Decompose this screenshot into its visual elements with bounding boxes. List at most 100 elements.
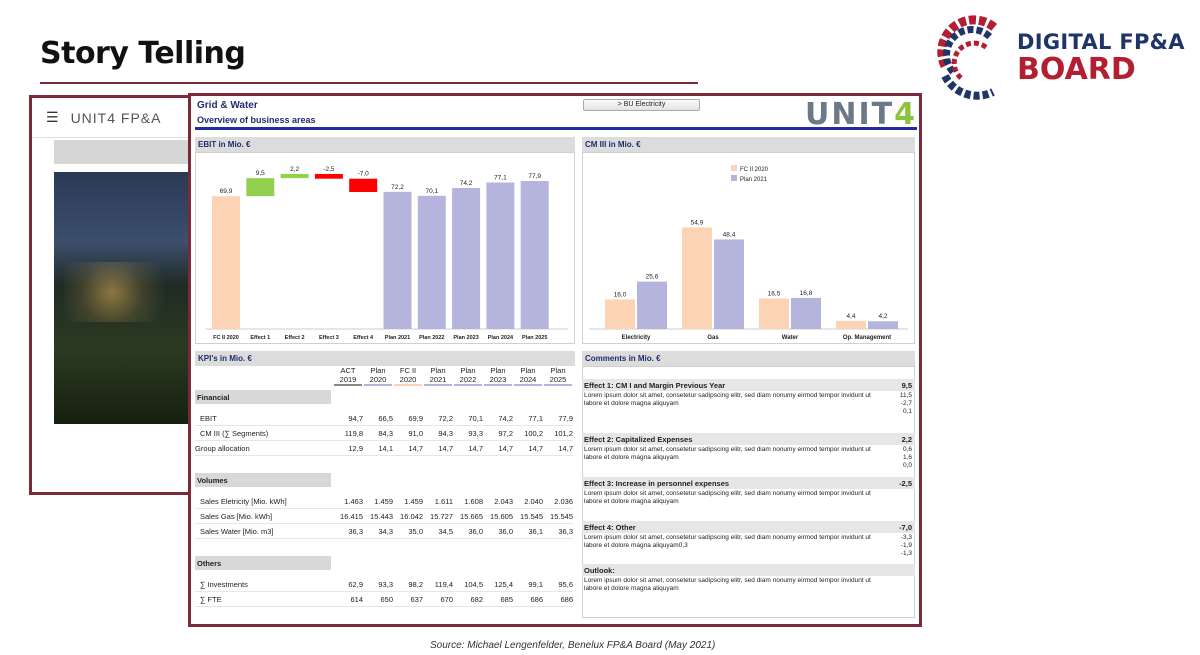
comment-breakdown-value: 0,6 (902, 446, 912, 453)
kpi-section-header: Others (195, 556, 331, 570)
kpi-cell: 125,4 (494, 580, 513, 589)
kpi-row: EBIT 94,7 66,5 69,9 72,2 70,1 74,2 77,1 77,9 (195, 412, 573, 426)
kpi-column-underline (394, 384, 422, 386)
hamburger-menu-icon[interactable]: ☰ (46, 109, 59, 125)
kpi-cell: 91,0 (408, 429, 423, 438)
cm-data-label: 16,0 (614, 291, 627, 298)
kpi-row-label: Sales Gas [Mio. kWh] (200, 512, 273, 521)
dashboard-subtitle: Overview of business areas (197, 115, 316, 125)
cm-category-label: Electricity (622, 335, 651, 341)
kpi-cell: 1.611 (434, 497, 453, 506)
kpi-cell: 94,7 (348, 414, 363, 423)
cm-data-label: 4,4 (846, 313, 855, 320)
logo-text-line2: BOARD (1017, 52, 1136, 87)
comment-title: Outlook: (584, 566, 615, 575)
cm-bar (791, 297, 821, 329)
kpi-row-label: ∑ FTE (200, 595, 222, 604)
kpi-cell: 72,2 (438, 414, 453, 423)
kpi-cell: 93,3 (468, 429, 483, 438)
kpi-cell: 2.043 (494, 497, 513, 506)
kpi-cell: 70,1 (468, 414, 483, 423)
kpi-row-label: Sales Eletricity [Mio. kWh] (200, 497, 287, 506)
comment-block: Effect 3: Increase in personnel expenses… (582, 477, 915, 505)
kpi-column-underline (544, 384, 572, 386)
cm-bar (682, 227, 712, 329)
ebit-category-label: Effect 2 (285, 335, 305, 341)
kpi-cell: 15.443 (370, 512, 393, 521)
kpi-cell: 15.545 (520, 512, 543, 521)
kpi-cell: 14,7 (408, 444, 423, 453)
comment-body-text: Lorem ipsum dolor sit amet, consetetur s… (584, 490, 871, 505)
kpi-cell: 15.605 (490, 512, 513, 521)
kpi-cell: 650 (380, 595, 393, 604)
kpi-column-underline (364, 384, 392, 386)
kpi-cell: 686 (560, 595, 573, 604)
app-brand: UNIT4 FP&A (70, 109, 162, 126)
kpi-cell: 614 (350, 595, 363, 604)
cm-bar (836, 320, 866, 329)
unit4-logo: UNIT4 (805, 97, 917, 132)
ebit-data-label: 77,9 (528, 173, 541, 180)
kpi-row: Sales Water [Mio. m3] 36,3 34,3 35,0 34,5 36,… (195, 525, 573, 539)
legend-label: Plan 2021 (740, 177, 768, 183)
kpi-row: Sales Gas [Mio. kWh] 16.415 15.443 16.042 15… (195, 510, 573, 524)
comment-text: Lorem ipsum dolor sit amet, consetetur s… (582, 445, 915, 469)
app-toolbar-placeholder (54, 140, 194, 164)
kpi-column-header-line2: 2022 (459, 375, 477, 384)
kpi-column-underline (484, 384, 512, 386)
kpi-cell: 14,7 (498, 444, 513, 453)
ebit-bar (383, 191, 412, 329)
kpi-column-header-line2: 2021 (429, 375, 447, 384)
cm-chart-panel: FC II 2020 Plan 2021 16,0 25,6 Electricity 54… (582, 152, 915, 344)
kpi-cell: 637 (410, 595, 423, 604)
kpi-cell: 14,7 (438, 444, 453, 453)
kpi-cell: 36,3 (558, 527, 573, 536)
logo-text-line1: DIGITAL FP&A (1017, 30, 1185, 54)
comment-total: 2,2 (901, 435, 912, 444)
comment-breakdown-value: 0,1 (902, 408, 912, 415)
comment-breakdown: -3,3 -1,9 -1,3 (901, 534, 912, 558)
unit4-app-window: ☰ UNIT4 FP&A (29, 95, 209, 495)
comment-block: Effect 4: Other -7,0 Lorem ipsum dolor sit… (582, 521, 915, 557)
comment-breakdown-value: 11,5 (899, 392, 912, 399)
comment-title: Effect 2: Capitalized Expenses (584, 435, 693, 444)
kpi-panel-header: KPI's in Mio. € (195, 351, 575, 366)
comment-block: Effect 2: Capitalized Expenses 2,2 Lorem i… (582, 433, 915, 469)
kpi-cell: 36,0 (498, 527, 513, 536)
kpi-cell: 2.036 (554, 497, 573, 506)
kpi-cell: 36,3 (348, 527, 363, 536)
ebit-category-label: Effect 1 (250, 335, 270, 341)
comment-breakdown-value: -2,7 (900, 400, 912, 407)
kpi-cell: 94,3 (438, 429, 453, 438)
cm-grouped-bar-chart: FC II 2020 Plan 2021 16,0 25,6 Electricity 54… (589, 165, 908, 341)
kpi-section-header: Financial (195, 390, 331, 404)
kpi-column-header: Plan 2022 (453, 366, 483, 384)
kpi-column-header-line1: Plan (490, 366, 506, 375)
kpi-row: ∑ Investments 62,9 93,3 98,2 119,4 104,5 125,4… (195, 578, 573, 592)
title-divider (40, 82, 698, 84)
bu-electricity-button[interactable]: > BU Electricity (583, 99, 700, 111)
kpi-column-header-line1: Plan (520, 366, 536, 375)
kpi-cell: 95,6 (558, 580, 573, 589)
ebit-data-label: 69,9 (220, 188, 233, 195)
comment-header: Effect 1: CM I and Margin Previous Year 9… (582, 379, 915, 391)
comment-text: Lorem ipsum dolor sit amet, consetetur s… (582, 576, 915, 592)
comment-total: -7,0 (899, 523, 912, 532)
comment-breakdown: 11,5 -2,7 0,1 (900, 392, 912, 416)
kpi-column-underline (514, 384, 542, 386)
dashboard-title: Grid & Water (197, 100, 258, 111)
comment-header: Effect 3: Increase in personnel expenses… (582, 477, 915, 489)
comment-title: Effect 4: Other (584, 523, 636, 532)
ebit-bar (246, 178, 275, 197)
kpi-cell: 36,0 (468, 527, 483, 536)
kpi-column-header: Plan 2025 (543, 366, 573, 384)
comment-breakdown-value: -3,3 (900, 534, 912, 541)
ebit-data-label: 2,2 (290, 166, 299, 173)
cm-bar (714, 239, 744, 329)
cm-data-label: 48,4 (723, 231, 736, 238)
kpi-row-label: EBIT (200, 414, 217, 423)
kpi-section-header: Volumes (195, 473, 331, 487)
cm-category-label: Water (782, 335, 799, 341)
comment-block: Outlook: Lorem ipsum dolor sit amet, cons… (582, 564, 915, 592)
cm-data-label: 16,8 (800, 290, 813, 297)
